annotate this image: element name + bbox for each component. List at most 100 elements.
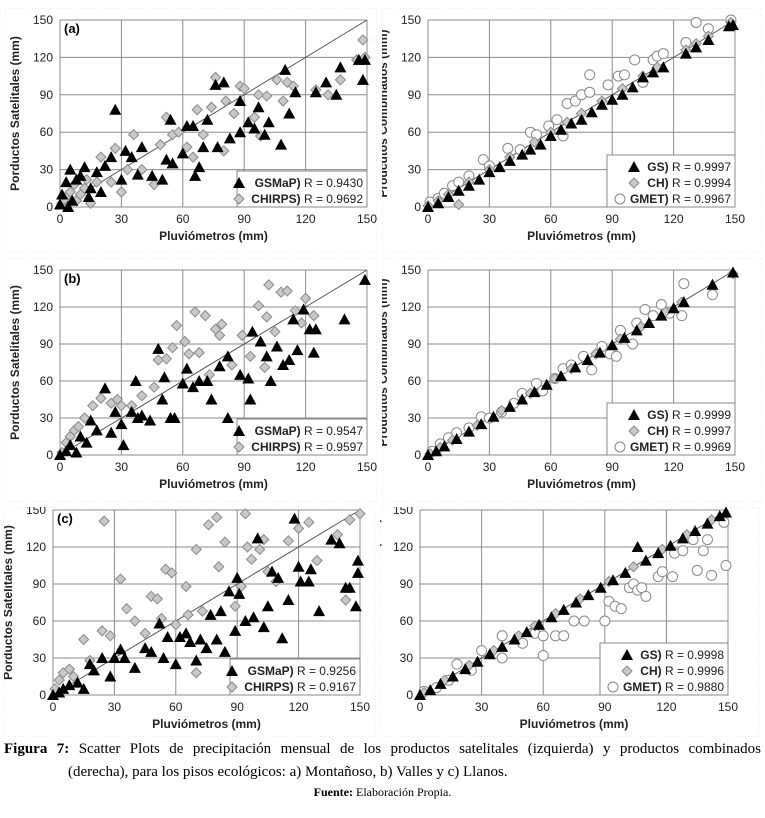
data-point-diamond bbox=[166, 341, 179, 354]
data-point-triangle bbox=[60, 176, 73, 188]
data-point-triangle bbox=[309, 323, 322, 335]
data-point-diamond bbox=[148, 381, 160, 393]
data-point-triangle bbox=[128, 661, 141, 673]
data-point-triangle bbox=[265, 565, 278, 577]
legend-entry: CHIRPS) R = 0.9597 bbox=[251, 440, 363, 454]
data-point-triangle bbox=[652, 547, 665, 559]
data-point-triangle bbox=[129, 375, 142, 386]
x-axis-label: Pluviómetros (mm) bbox=[527, 477, 636, 491]
data-point-triangle bbox=[424, 684, 437, 696]
data-point-triangle bbox=[582, 589, 595, 601]
data-point-triangle bbox=[664, 539, 677, 551]
data-point-triangle bbox=[569, 361, 582, 373]
figure-source: Fuente: Elaboración Propia. bbox=[0, 785, 765, 800]
data-point-triangle bbox=[508, 633, 521, 645]
y-tick-label: 60 bbox=[40, 125, 54, 139]
data-point-circle bbox=[530, 377, 542, 389]
data-point-triangle bbox=[330, 88, 343, 100]
data-point-diamond bbox=[202, 519, 215, 531]
data-point-triangle bbox=[213, 360, 226, 372]
y-tick-label: 120 bbox=[26, 540, 46, 554]
data-point-diamond bbox=[322, 89, 334, 101]
y-axis-label: Porductos Satelitales (mm) bbox=[1, 525, 15, 680]
x-tick-label: 150 bbox=[357, 212, 377, 226]
data-point-triangle bbox=[289, 86, 302, 98]
data-point-triangle bbox=[496, 640, 509, 652]
x-tick-label: 30 bbox=[475, 700, 489, 714]
data-point-diamond bbox=[72, 420, 85, 433]
data-point-triangle bbox=[229, 624, 242, 636]
data-point-triangle bbox=[450, 432, 463, 444]
x-tick-label: 0 bbox=[57, 212, 64, 226]
legend-entry: GS) R = 0.9998 bbox=[640, 648, 724, 662]
data-point-diamond bbox=[170, 319, 183, 332]
legend-marker-circle bbox=[607, 681, 619, 693]
legend-series-name: CHIRPS) bbox=[251, 440, 304, 454]
data-point-diamond bbox=[199, 309, 212, 322]
data-point-triangle bbox=[194, 633, 207, 645]
legend-entry: CHIRPS) R = 0.9167 bbox=[244, 680, 356, 694]
data-point-triangle bbox=[210, 633, 223, 645]
data-point-triangle bbox=[211, 141, 224, 153]
data-point-triangle bbox=[71, 676, 84, 688]
legend-r-value: R = 0.9999 bbox=[672, 408, 731, 422]
y-tick-label: 0 bbox=[46, 200, 53, 214]
data-point-triangle bbox=[87, 664, 100, 676]
legend-r-value: R = 0.9430 bbox=[304, 176, 363, 190]
x-tick-label: 150 bbox=[350, 700, 370, 714]
legend-marker-triangle bbox=[628, 161, 640, 172]
data-point-diamond bbox=[211, 511, 223, 524]
legend-r-value: R = 0.9969 bbox=[672, 440, 731, 454]
x-tick-label: 120 bbox=[296, 212, 316, 226]
data-point-triangle bbox=[221, 350, 234, 362]
y-tick-label: 150 bbox=[26, 503, 46, 517]
data-point-triangle bbox=[307, 346, 320, 358]
legend-series-name: GSMaP) bbox=[248, 664, 297, 678]
data-point-triangle bbox=[184, 635, 197, 647]
data-point-circle bbox=[618, 69, 630, 81]
panel-label: (c) bbox=[57, 511, 73, 526]
data-point-triangle bbox=[639, 554, 652, 566]
data-point-diamond bbox=[151, 593, 164, 605]
data-point-diamond bbox=[114, 573, 127, 585]
x-tick-label: 90 bbox=[606, 212, 620, 226]
data-point-diamond bbox=[120, 602, 133, 615]
data-point-triangle bbox=[221, 412, 234, 423]
data-point-triangle bbox=[277, 358, 290, 370]
data-point-triangle bbox=[325, 533, 338, 545]
legend-marker-diamond bbox=[226, 681, 238, 693]
legend-series-name: GS) bbox=[647, 160, 672, 174]
y-tick-label: 150 bbox=[33, 263, 53, 277]
data-point-diamond bbox=[282, 535, 295, 547]
x-tick-label: 0 bbox=[417, 700, 424, 714]
data-point-triangle bbox=[302, 575, 315, 587]
data-point-triangle bbox=[287, 313, 300, 325]
data-point-triangle bbox=[109, 103, 122, 115]
chart-body: 00 30 30 60 60 90 90 120 120 150 150 (b) Pluviómetro… bbox=[5, 258, 377, 502]
data-point-triangle bbox=[520, 626, 533, 638]
data-point-triangle bbox=[689, 524, 702, 536]
data-point-triangle bbox=[288, 512, 301, 524]
x-tick-label: 60 bbox=[176, 460, 190, 474]
data-point-triangle bbox=[108, 652, 121, 663]
data-point-diamond bbox=[229, 600, 241, 612]
data-point-diamond bbox=[271, 74, 283, 86]
y-tick-label: 60 bbox=[408, 374, 422, 388]
data-point-diamond bbox=[303, 516, 315, 529]
data-point-triangle bbox=[270, 340, 283, 352]
data-point-diamond bbox=[129, 615, 141, 627]
data-point-circle bbox=[691, 564, 703, 576]
data-point-triangle bbox=[462, 425, 475, 437]
data-point-diamond bbox=[235, 580, 248, 593]
legend-series-name: GMET) bbox=[630, 440, 672, 454]
data-point-triangle bbox=[283, 107, 296, 119]
data-point-diamond bbox=[244, 350, 257, 363]
data-point-circle bbox=[697, 545, 709, 557]
data-point-triangle bbox=[432, 197, 445, 209]
panel-label: (a) bbox=[64, 21, 80, 36]
chart-body: 00 30 30 60 60 90 90 120 120 150 150 (c) Pluviómetro… bbox=[1, 503, 376, 737]
data-point-triangle bbox=[125, 151, 138, 163]
x-tick-label: 120 bbox=[289, 700, 309, 714]
data-point-triangle bbox=[125, 405, 138, 417]
